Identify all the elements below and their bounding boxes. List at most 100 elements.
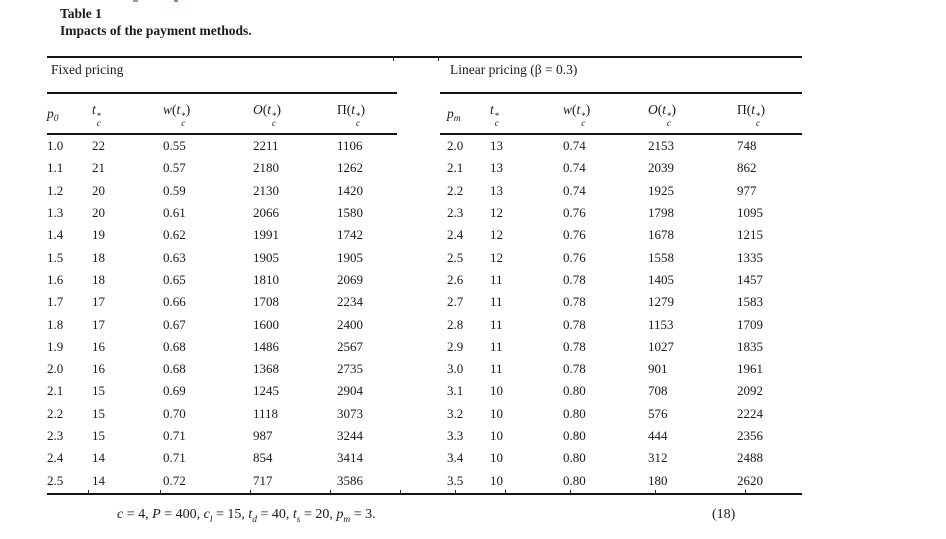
table-cell: 0.78 (563, 338, 586, 354)
table-cell: 1.3 (47, 205, 64, 221)
table-cell: 1678 (648, 227, 674, 243)
table-cell: 1027 (648, 338, 674, 354)
spanner-rule (47, 92, 397, 94)
table-cell: 2400 (337, 316, 363, 332)
table-row: 2.3 15 0.71 987 3244 (47, 425, 397, 447)
table-row: 3.2 10 0.80 576 2224 (440, 403, 802, 425)
table-cell: 1.2 (47, 182, 64, 198)
table-cell: 2.3 (47, 428, 64, 443)
table-cell: 13 (490, 182, 503, 198)
table-row: 3.0 11 0.78 901 1961 (440, 358, 802, 380)
table-row: 2.4 14 0.71 854 3414 (47, 447, 397, 469)
table-cell: 0.76 (563, 205, 586, 221)
table-row: 1.6 18 0.65 1810 2069 (47, 269, 397, 291)
group-header-linear-pricing: Linear pricing (β = 0.3) (450, 62, 578, 77)
table-cell: 10 (490, 450, 503, 466)
table-cell: 1405 (648, 271, 674, 287)
column-header: Π(t * c) (337, 101, 366, 128)
equation-number: (18) (712, 507, 736, 522)
table-cell: 2356 (737, 428, 763, 443)
table-cell: 2.8 (447, 316, 464, 332)
table-row: 1.7 17 0.66 1708 2234 (47, 291, 397, 313)
table-cell: 16 (92, 338, 105, 354)
table-row: 3.1 10 0.80 708 2092 (440, 380, 802, 402)
table-cell: 2153 (648, 138, 674, 154)
table-cell: 0.80 (563, 450, 586, 466)
column-header: p0 (47, 106, 59, 124)
table-cell: 0.67 (163, 316, 186, 332)
rule-tick (330, 490, 331, 494)
table-cell: 20 (92, 205, 105, 221)
table-cell: 1709 (737, 316, 763, 332)
table-cell: 0.78 (563, 361, 586, 377)
table-cell: 854 (253, 450, 273, 466)
table-cell: 1905 (337, 249, 363, 265)
table-cell: 3.1 (447, 383, 464, 399)
table-cell: 12 (490, 227, 503, 243)
table-cell: 1600 (253, 316, 279, 332)
table-row: 3.4 10 0.80 312 2488 (440, 447, 802, 469)
table-cell: 1798 (648, 205, 674, 221)
table-cell: 11 (490, 316, 503, 332)
table-cell: 1.9 (47, 338, 64, 354)
table-cell: 0.78 (563, 316, 586, 332)
table-cell: 10 (490, 428, 503, 443)
table-cell: 2.7 (447, 294, 464, 310)
table-cell: 17 (92, 316, 105, 332)
column-header: Π(t * c) (737, 101, 766, 128)
column-header-row: pm t * c w(t * c) O(t * c) Π(t * c) (440, 96, 802, 132)
table-cell: 2904 (337, 383, 363, 399)
table-cell: 2.5 (47, 472, 64, 488)
table-cell: 2.9 (447, 338, 464, 354)
table-cell: 0.63 (163, 249, 186, 265)
table-cell: 15 (92, 383, 105, 399)
table-cell: 717 (253, 472, 273, 488)
table-row: 2.4 12 0.76 1678 1215 (440, 224, 802, 246)
table-cell: 0.74 (563, 160, 586, 176)
rule-tick (160, 490, 161, 494)
spanner-rule (440, 92, 802, 94)
table-cell: 1580 (337, 205, 363, 221)
table-cell: 2.2 (447, 182, 464, 198)
table-cell: 2180 (253, 160, 279, 176)
table-cell: 0.72 (163, 472, 186, 488)
column-header: O(t * c) (648, 101, 677, 128)
table-cell: 14 (92, 472, 105, 488)
table-cell: 312 (648, 450, 668, 466)
table-top-rule (47, 56, 802, 58)
table-cell: 0.71 (163, 450, 186, 466)
table-row: 2.0 13 0.74 2153 748 (440, 135, 802, 157)
table-row: 2.3 12 0.76 1798 1095 (440, 202, 802, 224)
table-cell: 0.62 (163, 227, 186, 243)
table-cell: 977 (737, 182, 757, 198)
table-cell: 11 (490, 271, 503, 287)
table-cell: 13 (490, 160, 503, 176)
column-header-row: p0 t * c w(t * c) O(t * c) Π(t * c) (47, 96, 397, 132)
rule-tick (570, 490, 571, 494)
fixed-pricing-panel: Fixed pricing p0 t * c w(t * c) O(t * c) Π(t * c) 1.… (47, 56, 397, 495)
table-cell: 12 (490, 249, 503, 265)
table-bottom-rule (47, 493, 802, 495)
table-body: 2.0 13 0.74 2153 748 2.1 13 0.74 2039 862 2.2 13 0.7… (440, 135, 802, 492)
table-cell: 3.5 (447, 472, 464, 488)
table-cell: 1457 (737, 271, 763, 287)
table-cell: 2211 (253, 138, 279, 154)
table-cell: 0.55 (163, 138, 186, 154)
scan-artifact (133, 0, 138, 2)
table-row: 2.9 11 0.78 1027 1835 (440, 336, 802, 358)
table-cell: 20 (92, 182, 105, 198)
table-cell: 0.68 (163, 361, 186, 377)
table-cell: 14 (92, 450, 105, 466)
table-cell: 1.1 (47, 160, 64, 176)
table-cell: 3.2 (447, 405, 464, 421)
table-cell: 10 (490, 383, 503, 399)
table-cell: 2039 (648, 160, 674, 176)
rule-tick (505, 490, 506, 494)
table-cell: 1742 (337, 227, 363, 243)
table-cell: 748 (737, 138, 757, 154)
table-cell: 0.68 (163, 338, 186, 354)
table-cell: 1335 (737, 249, 763, 265)
table-cell: 1.7 (47, 294, 64, 310)
table-cell: 2567 (337, 338, 363, 354)
